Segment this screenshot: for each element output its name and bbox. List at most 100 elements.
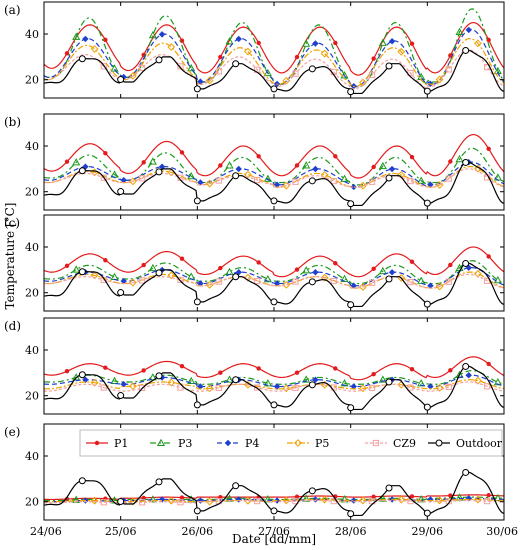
marker-p4 bbox=[465, 372, 472, 379]
y-tick-label: 40 bbox=[25, 344, 39, 357]
marker-p1 bbox=[486, 254, 491, 259]
marker-cz9 bbox=[445, 66, 452, 73]
marker-p4 bbox=[197, 280, 204, 287]
marker-p5 bbox=[129, 278, 137, 287]
marker-p5 bbox=[90, 496, 99, 505]
marker-p3 bbox=[263, 379, 272, 387]
marker-outdoor bbox=[462, 259, 470, 267]
marker-p1 bbox=[64, 263, 70, 269]
marker-cz9 bbox=[254, 498, 261, 505]
legend-marker bbox=[94, 440, 100, 446]
marker-outdoor bbox=[155, 168, 163, 176]
marker-p1 bbox=[333, 40, 338, 46]
legend-label: P4 bbox=[245, 437, 259, 450]
legend-label: P5 bbox=[315, 437, 329, 450]
panel-b: (b) 20 40 bbox=[4, 113, 505, 211]
marker-outdoor bbox=[423, 509, 431, 517]
marker-p1 bbox=[141, 160, 146, 165]
panel-label: (c) bbox=[4, 216, 20, 230]
marker-p5 bbox=[435, 496, 444, 505]
marker-p1 bbox=[103, 257, 108, 263]
marker-cz9 bbox=[177, 276, 184, 284]
marker-p1 bbox=[141, 262, 146, 268]
marker-outdoor bbox=[270, 197, 278, 205]
marker-p3 bbox=[263, 68, 272, 77]
marker-outdoor bbox=[232, 482, 240, 490]
marker-p3 bbox=[148, 495, 157, 503]
marker-p4 bbox=[197, 497, 204, 504]
marker-p3 bbox=[378, 494, 387, 502]
marker-p3 bbox=[302, 161, 311, 169]
marker-p5 bbox=[129, 177, 137, 186]
marker-outdoor bbox=[308, 381, 316, 389]
y-tick-label: 40 bbox=[25, 140, 39, 153]
marker-p1 bbox=[409, 367, 415, 372]
marker-cz9 bbox=[369, 178, 376, 185]
marker-cz9 bbox=[407, 177, 414, 185]
y-tick-label: 20 bbox=[25, 287, 39, 300]
marker-p1 bbox=[448, 493, 453, 498]
legend-marker bbox=[156, 438, 166, 447]
marker-outdoor bbox=[462, 362, 470, 370]
marker-p1 bbox=[103, 37, 108, 43]
marker-p5 bbox=[320, 495, 329, 504]
marker-p4 bbox=[388, 269, 396, 276]
marker-p5 bbox=[320, 170, 329, 179]
x-tick-label: 25/06 bbox=[105, 525, 137, 538]
marker-cz9 bbox=[100, 174, 107, 181]
marker-p5 bbox=[282, 496, 291, 505]
marker-cz9 bbox=[100, 499, 107, 506]
plot-area bbox=[44, 356, 504, 412]
marker-p1 bbox=[294, 267, 300, 272]
y-tick-label: 20 bbox=[25, 496, 39, 509]
y-tick-label: 40 bbox=[25, 28, 39, 41]
marker-p4 bbox=[120, 176, 127, 184]
marker-p3 bbox=[378, 38, 387, 46]
marker-p1 bbox=[256, 40, 261, 46]
marker-p3 bbox=[225, 267, 234, 275]
marker-p3 bbox=[225, 375, 234, 383]
marker-cz9 bbox=[139, 384, 146, 392]
series-line-p5 bbox=[44, 271, 504, 289]
marker-cz9 bbox=[292, 70, 299, 77]
y-tick-label: 20 bbox=[25, 390, 39, 403]
series-line-p3 bbox=[44, 147, 504, 186]
marker-outdoor bbox=[385, 484, 393, 492]
marker-p4 bbox=[427, 282, 434, 289]
markers-outdoor bbox=[78, 158, 470, 208]
marker-outdoor bbox=[78, 55, 86, 63]
marker-cz9 bbox=[292, 384, 299, 392]
marker-p1 bbox=[333, 261, 338, 266]
marker-p3 bbox=[493, 275, 502, 284]
marker-outdoor bbox=[385, 275, 393, 283]
marker-p4 bbox=[312, 269, 319, 276]
marker-p5 bbox=[244, 380, 252, 389]
marker-outdoor bbox=[232, 172, 240, 180]
marker-outdoor bbox=[462, 158, 470, 166]
marker-p3 bbox=[148, 31, 157, 39]
marker-outdoor bbox=[78, 268, 86, 276]
marker-outdoor bbox=[155, 269, 163, 277]
marker-outdoor bbox=[308, 65, 316, 73]
marker-p4 bbox=[350, 383, 357, 390]
marker-p1 bbox=[179, 150, 185, 155]
series-line-cz9 bbox=[44, 273, 504, 289]
marker-cz9 bbox=[484, 383, 491, 390]
marker-outdoor bbox=[308, 177, 316, 185]
marker-p4 bbox=[312, 165, 319, 173]
markers-outdoor bbox=[78, 46, 470, 96]
markers-cz9 bbox=[100, 63, 491, 79]
marker-p5 bbox=[205, 179, 214, 188]
panel-label: (d) bbox=[4, 319, 21, 333]
marker-p3 bbox=[378, 375, 387, 383]
marker-cz9 bbox=[177, 384, 184, 391]
marker-p1 bbox=[371, 371, 376, 377]
marker-p1 bbox=[256, 154, 261, 159]
marker-p5 bbox=[435, 282, 444, 291]
marker-p3 bbox=[148, 263, 157, 272]
marker-cz9 bbox=[445, 175, 452, 182]
marker-outdoor bbox=[423, 300, 431, 308]
marker-p1 bbox=[256, 260, 261, 265]
marker-p5 bbox=[244, 496, 252, 505]
